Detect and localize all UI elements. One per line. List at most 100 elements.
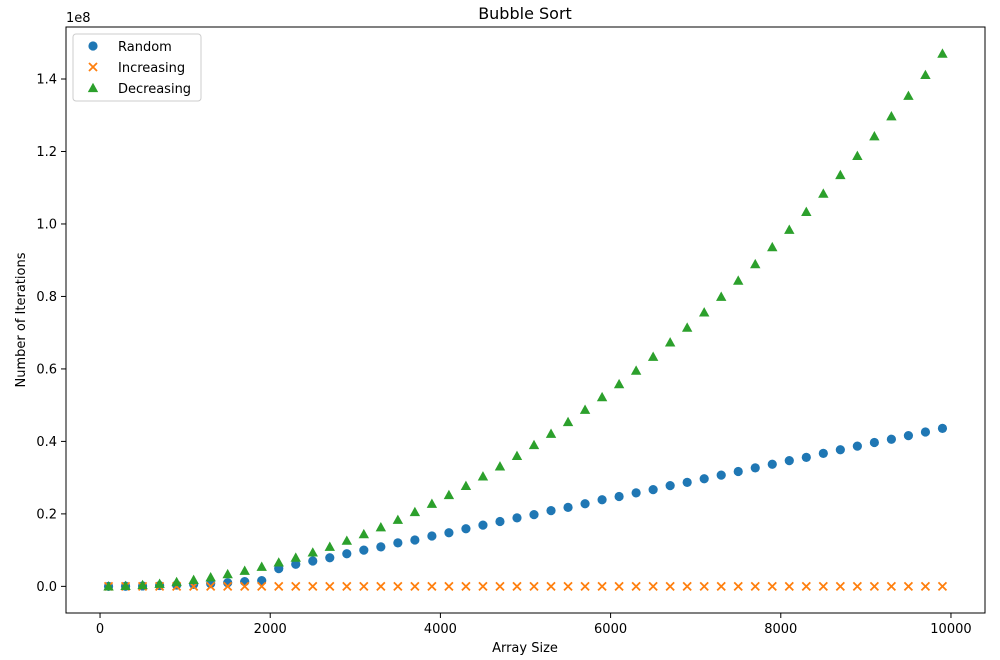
increasing-point (325, 581, 335, 592)
random-point (767, 459, 777, 469)
y-axis-offset-label: 1e8 (66, 11, 91, 26)
random-point (818, 448, 828, 458)
y-tick-label: 0.4 (36, 435, 57, 450)
increasing-point (478, 581, 488, 592)
increasing-point (648, 581, 658, 592)
legend-marker-increasing (88, 62, 98, 72)
x-tick-label: 6000 (594, 622, 627, 637)
legend: Random Increasing Decreasing (72, 33, 202, 102)
x-axis-label: Array Size (492, 641, 558, 655)
decreasing-point (852, 150, 863, 160)
legend-entry-decreasing: Decreasing (87, 82, 191, 97)
random-point (291, 559, 301, 569)
decreasing-point (596, 391, 608, 402)
increasing-point (614, 581, 624, 592)
decreasing-point (409, 506, 421, 517)
decreasing-point (477, 471, 489, 481)
random-point (325, 553, 335, 563)
decreasing-point (886, 111, 897, 121)
random-point (410, 535, 420, 545)
legend-entry-random: Random (88, 40, 172, 55)
increasing-point (342, 581, 352, 592)
increasing-point (597, 581, 607, 592)
decreasing-point (341, 535, 353, 545)
increasing-point (495, 581, 505, 592)
legend-marker-decreasing (87, 82, 99, 93)
y-axis-label: Number of Iterations (14, 252, 29, 387)
increasing-point (716, 581, 726, 592)
decreasing-point (154, 578, 165, 588)
increasing-point (750, 581, 760, 592)
decreasing-point (460, 480, 472, 491)
decreasing-point (767, 241, 778, 252)
increasing-point (835, 581, 845, 592)
decreasing-point (443, 489, 455, 500)
decreasing-point (545, 428, 557, 438)
increasing-point (308, 581, 318, 592)
decreasing-point (375, 521, 387, 532)
chart-marks (103, 48, 948, 592)
legend-label: Random (118, 40, 172, 55)
increasing-point (240, 581, 250, 592)
increasing-point (818, 581, 828, 592)
increasing-point (257, 581, 267, 592)
random-point (308, 556, 318, 566)
decreasing-point (801, 206, 812, 217)
random-point (478, 520, 488, 530)
decreasing-point (392, 514, 404, 524)
decreasing-point (171, 576, 182, 587)
x-tick-label: 8000 (764, 622, 797, 637)
increasing-point (784, 581, 794, 592)
increasing-point (512, 581, 522, 592)
decreasing-point (579, 404, 591, 414)
series-increasing (103, 581, 948, 592)
x-axis: 0 2000 4000 6000 8000 10000 (96, 613, 972, 637)
decreasing-point (698, 307, 710, 317)
random-point (869, 437, 879, 448)
increasing-point (682, 581, 692, 592)
decreasing-point (716, 291, 727, 301)
random-point (461, 524, 471, 534)
random-point (342, 549, 352, 559)
decreasing-point (239, 565, 250, 575)
random-point (563, 502, 573, 512)
increasing-point (580, 581, 590, 592)
x-tick-label: 2000 (254, 622, 287, 637)
y-tick-label: 1.2 (36, 145, 57, 160)
decreasing-point (494, 461, 506, 471)
increasing-point (665, 581, 675, 592)
y-tick-label: 0.0 (36, 580, 57, 595)
legend-box (72, 33, 202, 102)
increasing-point (410, 581, 420, 592)
increasing-point (291, 581, 301, 592)
chart-title: Bubble Sort (478, 4, 572, 23)
legend-label: Decreasing (118, 82, 191, 97)
plot-frame (65, 26, 986, 614)
random-point (393, 538, 403, 548)
random-point (784, 456, 794, 466)
random-point (665, 481, 675, 491)
random-point (733, 466, 743, 477)
decreasing-point (307, 547, 318, 557)
decreasing-point (562, 416, 574, 427)
decreasing-point (511, 450, 523, 461)
random-point (699, 474, 709, 484)
random-point (427, 531, 437, 541)
increasing-point (274, 581, 284, 592)
random-point (920, 427, 931, 437)
random-point (886, 434, 896, 444)
increasing-point (903, 581, 914, 592)
decreasing-point (920, 69, 931, 80)
random-point (359, 545, 369, 555)
random-point (376, 542, 386, 552)
increasing-point (223, 581, 233, 592)
decreasing-point (290, 552, 301, 562)
increasing-point (461, 581, 471, 592)
decreasing-point (273, 557, 284, 567)
y-tick-label: 0.8 (36, 290, 57, 305)
decreasing-point (188, 574, 199, 584)
random-point (240, 577, 250, 587)
random-point (546, 506, 556, 516)
